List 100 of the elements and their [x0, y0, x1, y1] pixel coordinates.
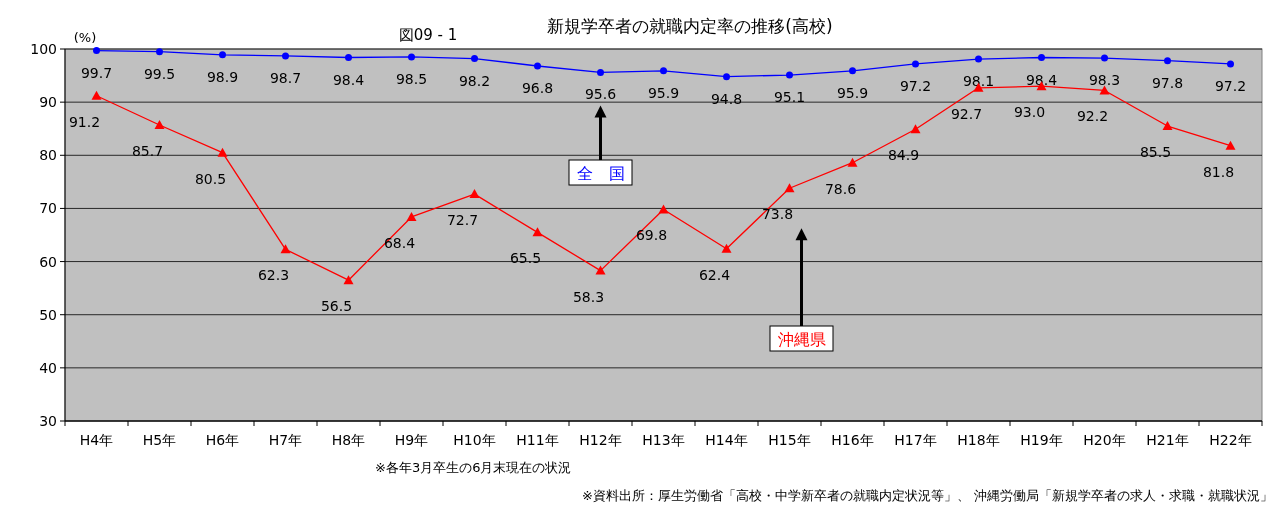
data-label: 78.6 — [824, 180, 857, 197]
point — [910, 124, 921, 134]
x-tick-label: H11年 — [516, 432, 559, 448]
y-tick-label: 90 — [39, 94, 57, 111]
data-label: 98.5 — [395, 70, 428, 87]
y-tick-label: 40 — [39, 359, 57, 376]
x-tick-label: H13年 — [642, 432, 685, 448]
point — [975, 55, 982, 63]
x-tick-label: H17年 — [894, 432, 937, 448]
point — [156, 48, 163, 56]
data-label: 93.0 — [1013, 104, 1046, 121]
y-tick-label: 70 — [39, 200, 57, 217]
y-tick-label: 30 — [39, 413, 57, 429]
x-tick-label: H21年 — [1146, 432, 1189, 448]
point — [1038, 54, 1045, 61]
data-label: 95.9 — [647, 84, 680, 101]
x-tick-label: H18年 — [957, 432, 1000, 448]
data-label: 95.9 — [836, 84, 869, 101]
data-label: 95.6 — [584, 86, 617, 103]
data-label: 98.9 — [206, 68, 239, 85]
point — [406, 211, 417, 221]
point — [1164, 57, 1171, 65]
x-tick-label: H7年 — [268, 432, 303, 448]
point — [784, 183, 795, 193]
point — [1099, 85, 1110, 95]
point — [849, 67, 856, 75]
point — [1101, 54, 1108, 62]
data-label: 92.7 — [950, 105, 983, 122]
point — [343, 275, 354, 285]
x-tick-label: H5年 — [142, 432, 177, 448]
point — [93, 47, 100, 55]
point — [1225, 140, 1236, 150]
data-label: 72.7 — [446, 212, 479, 229]
text: 沖縄県 — [777, 330, 826, 349]
point — [217, 147, 228, 157]
x-tick-label: H8年 — [331, 432, 366, 448]
point — [408, 53, 415, 61]
data-label: 85.7 — [131, 142, 164, 159]
point — [847, 157, 858, 167]
data-label: 92.2 — [1076, 108, 1109, 125]
point — [534, 62, 541, 70]
data-label: 97.2 — [1214, 77, 1247, 94]
point — [532, 227, 543, 237]
data-label: 58.3 — [572, 288, 605, 305]
x-tick-label: H14年 — [705, 432, 748, 448]
data-label: 96.8 — [521, 80, 554, 97]
point — [471, 55, 478, 63]
point — [721, 243, 732, 253]
y-tick-label: 60 — [39, 253, 57, 270]
data-label: 81.8 — [1202, 163, 1235, 180]
text: ※資料出所：厚生労働省「高校・中学新卒者の就職内定状況等」、 沖縄労働局「新規学卒者の求人・求職・就職状況」 — [581, 488, 1273, 503]
data-label: 56.5 — [320, 298, 353, 315]
data-label: 62.3 — [257, 267, 290, 284]
point — [282, 52, 289, 60]
chart-subtitle: 図09 - 1 — [398, 26, 458, 44]
data-label: 97.2 — [899, 77, 932, 94]
data-label: 94.8 — [710, 90, 743, 107]
data-label: 98.4 — [1025, 71, 1058, 88]
data-label: 91.2 — [68, 113, 101, 130]
data-label: 98.3 — [1088, 72, 1121, 89]
data-label: 98.7 — [269, 69, 302, 86]
chart-title: 新規学卒者の就職内定率の推移(高校) — [547, 16, 833, 36]
text: ※各年3月卒生の6月末現在の状況 — [375, 460, 572, 475]
point — [658, 204, 669, 214]
data-label: 80.5 — [194, 170, 227, 187]
x-tick-label: H10年 — [453, 432, 496, 448]
point — [154, 119, 165, 129]
data-label: 98.1 — [962, 73, 995, 90]
x-tick-label: H9年 — [394, 432, 429, 448]
data-label: 62.4 — [698, 266, 731, 283]
point — [280, 244, 291, 254]
x-tick-label: H15年 — [768, 432, 811, 448]
data-label: 73.8 — [761, 206, 794, 223]
point — [345, 54, 352, 61]
data-label: 98.2 — [458, 72, 491, 89]
data-label: 68.4 — [383, 234, 416, 251]
point — [660, 67, 667, 75]
x-tick-label: H20年 — [1083, 432, 1126, 448]
y-tick-label: 100 — [30, 41, 57, 57]
point — [91, 90, 102, 100]
y-tick-label: 50 — [39, 306, 57, 323]
data-label: 98.4 — [332, 71, 365, 88]
x-tick-label: H12年 — [579, 432, 622, 448]
point — [597, 68, 604, 76]
data-label: 97.8 — [1151, 74, 1184, 91]
point — [469, 189, 480, 199]
point — [1162, 121, 1173, 131]
x-tick-label: H4年 — [79, 432, 114, 448]
point — [786, 71, 793, 79]
y-tick-label: 80 — [39, 147, 57, 164]
data-label: 95.1 — [773, 89, 806, 106]
point — [595, 265, 606, 275]
y-axis-title: (%) — [73, 30, 97, 45]
data-label: 99.7 — [80, 64, 113, 81]
data-label: 99.5 — [143, 65, 176, 82]
point — [1227, 60, 1234, 68]
point — [912, 60, 919, 68]
x-tick-label: H16年 — [831, 432, 874, 448]
data-label: 69.8 — [635, 227, 668, 244]
text: 全 国 — [576, 164, 625, 183]
